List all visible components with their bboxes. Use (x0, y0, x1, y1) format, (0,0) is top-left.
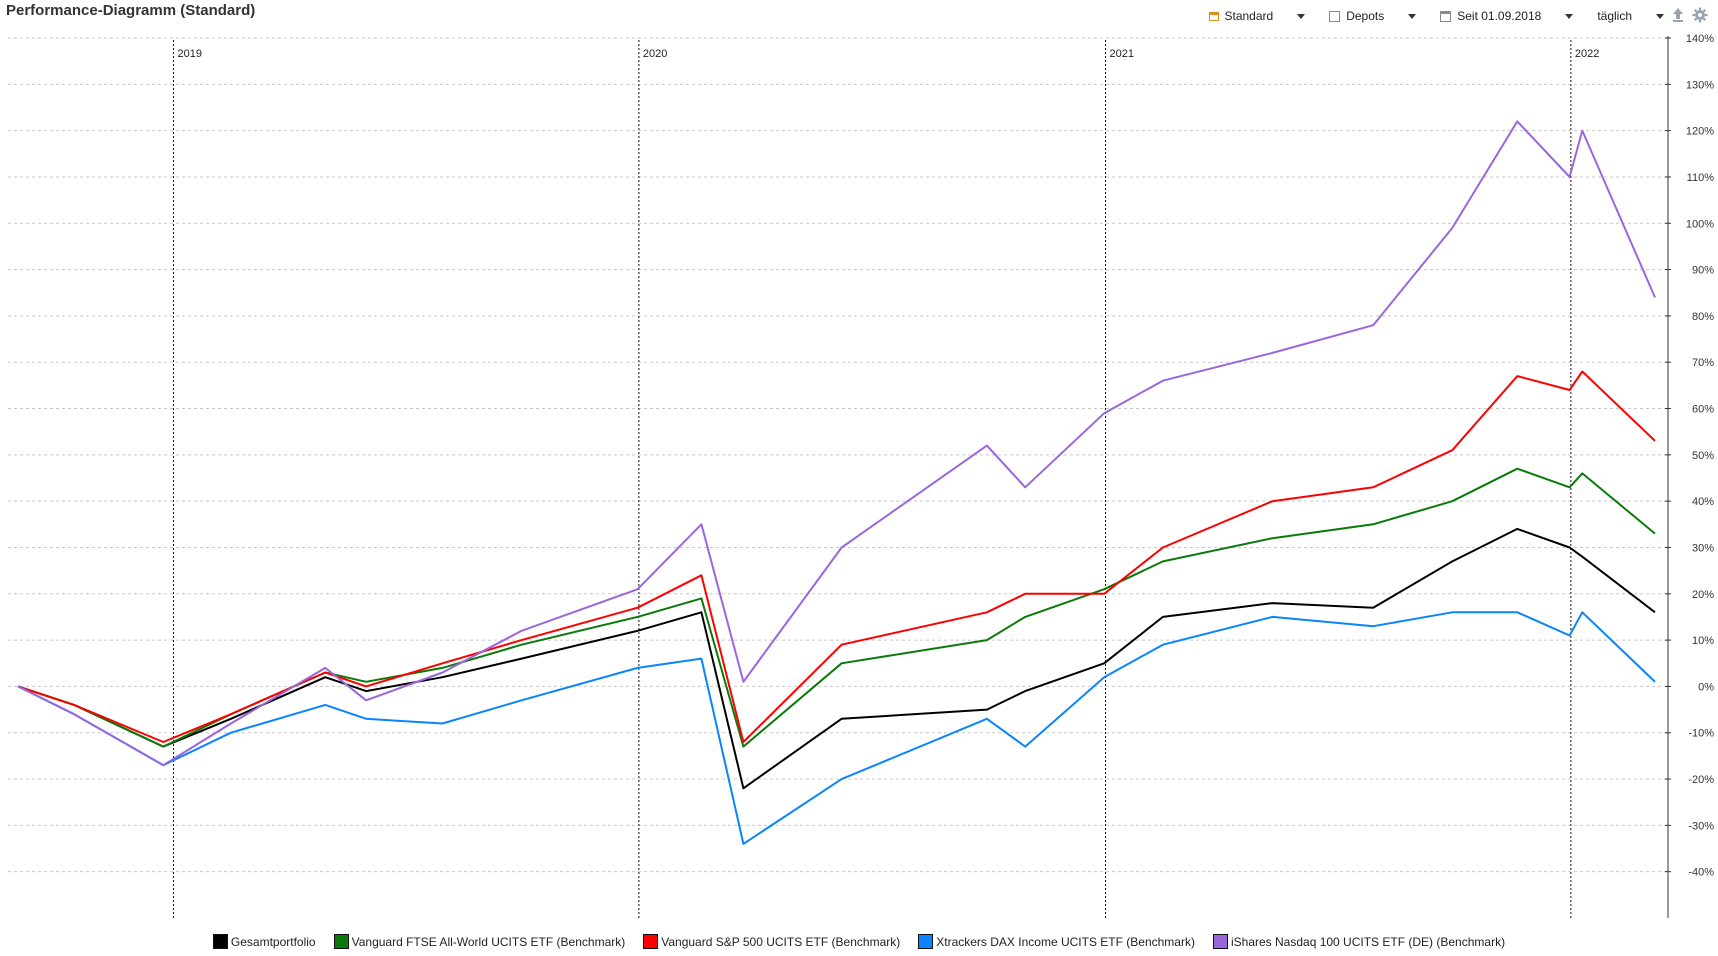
y-tick-label: -30% (1688, 820, 1714, 832)
y-tick-label: 90% (1692, 265, 1714, 277)
chart-legend: Gesamtportfolio Vanguard FTSE All-World U… (0, 934, 1718, 949)
y-tick-label: 100% (1686, 218, 1714, 230)
y-tick-label: 0% (1698, 681, 1714, 693)
y-tick-label: 50% (1692, 450, 1714, 462)
y-tick-label: 120% (1686, 126, 1714, 138)
series-line (17, 611, 1656, 845)
legend-swatch (212, 934, 228, 949)
legend-item[interactable]: Gesamtportfolio (212, 934, 316, 949)
legend-swatch (333, 934, 349, 949)
period-dropdown-label: Seit 01.09.2018 (1457, 9, 1542, 23)
y-tick-label: -10% (1688, 728, 1714, 740)
interval-dropdown[interactable]: täglich (1597, 9, 1664, 23)
depots-dropdown[interactable]: Depots (1329, 9, 1417, 23)
year-label: 2019 (178, 48, 202, 60)
legend-label: iShares Nasdaq 100 UCITS ETF (DE) (Bench… (1230, 934, 1506, 949)
chevron-down-icon (1565, 13, 1574, 19)
year-label: 2021 (1110, 48, 1134, 60)
y-tick-label: 140% (1686, 33, 1714, 45)
period-dropdown[interactable]: Seit 01.09.2018 (1440, 9, 1574, 23)
legend-label: Xtrackers DAX Income UCITS ETF (Benchmar… (936, 934, 1195, 949)
calendar-icon (1440, 10, 1452, 22)
legend-item[interactable]: Vanguard FTSE All-World UCITS ETF (Bench… (333, 934, 626, 949)
y-tick-label: 20% (1692, 589, 1714, 601)
y-tick-label: -20% (1688, 774, 1714, 786)
series-line (17, 527, 1656, 790)
y-tick-label: 40% (1692, 496, 1714, 508)
performance-chart: 140% 130% 120% 110% 100% 90% 80% 70% 60% 50% 40% 30… (8, 33, 1715, 918)
y-tick-label: 110% (1687, 172, 1715, 184)
depots-dropdown-label: Depots (1346, 9, 1385, 23)
y-tick-label: 60% (1692, 404, 1714, 416)
chevron-down-icon (1408, 13, 1417, 19)
legend-item[interactable]: Xtrackers DAX Income UCITS ETF (Benchmar… (918, 934, 1195, 949)
y-tick-label: 70% (1692, 357, 1714, 369)
legend-label: Gesamtportfolio (230, 934, 316, 949)
depot-icon (1329, 10, 1341, 22)
legend-swatch (1212, 934, 1228, 949)
page-title: Performance-Diagramm (Standard) (6, 2, 256, 19)
chevron-down-icon (1656, 13, 1664, 19)
legend-item[interactable]: iShares Nasdaq 100 UCITS ETF (DE) (Bench… (1212, 934, 1506, 949)
y-tick-label: 80% (1692, 311, 1714, 323)
legend-swatch (918, 934, 934, 949)
year-label: 2020 (643, 48, 667, 60)
legend-swatch (643, 934, 659, 949)
y-tick-label: 10% (1692, 635, 1714, 647)
chart-view-icon (1208, 11, 1219, 21)
gear-icon[interactable] (1692, 7, 1708, 26)
series-line (17, 120, 1656, 767)
year-label: 2022 (1575, 48, 1599, 60)
chart-toolbar: Standard Depots Seit 01.09.2018 täglich (1208, 6, 1709, 26)
y-tick-label: -40% (1688, 867, 1714, 879)
view-dropdown[interactable]: Standard (1208, 9, 1306, 23)
y-tick-label: 30% (1692, 542, 1714, 554)
legend-item[interactable]: Vanguard S&P 500 UCITS ETF (Benchmark) (643, 934, 900, 949)
view-dropdown-label: Standard (1224, 9, 1274, 23)
legend-label: Vanguard S&P 500 UCITS ETF (Benchmark) (661, 934, 901, 949)
chevron-down-icon (1297, 13, 1306, 19)
legend-label: Vanguard FTSE All-World UCITS ETF (Bench… (351, 934, 626, 949)
y-tick-label: 130% (1686, 79, 1714, 91)
interval-dropdown-label: täglich (1597, 9, 1632, 23)
upload-icon[interactable] (1670, 7, 1686, 26)
